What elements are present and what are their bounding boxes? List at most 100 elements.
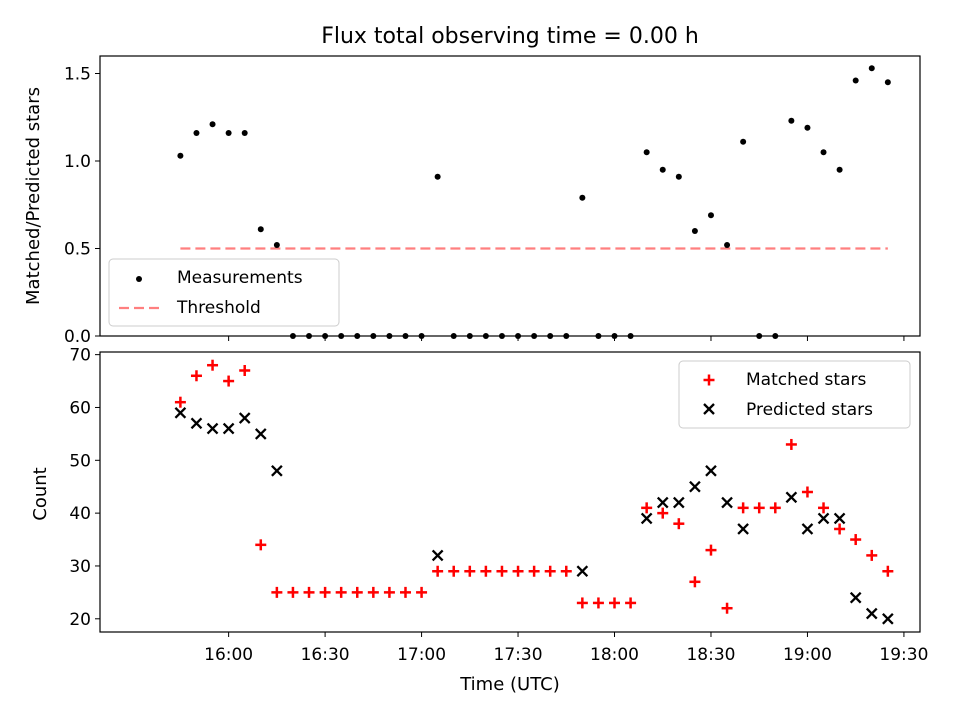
count-marks (174, 359, 894, 625)
ratio-y-tick-label: 1.0 (64, 152, 91, 172)
ratio-y-axis: 0.0 0.5 1.0 1.5 (64, 65, 905, 347)
predicted-star-marker (737, 523, 749, 535)
matched-star-marker (448, 565, 460, 577)
ratio-axes-frame (99, 55, 921, 337)
ratio-y-axis-label: Matched/Predicted stars (23, 87, 44, 305)
matched-star-marker (850, 534, 862, 546)
measurement-point (804, 124, 811, 131)
predicted-star-marker (431, 549, 444, 562)
measurement-point (884, 79, 891, 86)
legend-predicted-marker (703, 403, 715, 415)
matched-star-marker (785, 438, 797, 450)
measurement-point (643, 149, 650, 156)
count-panel: 20 30 40 50 60 70 16:00 16:30 17:00 17:30 18:00 18:… (30, 346, 928, 695)
matched-star-marker (287, 586, 299, 598)
measurement-point (707, 212, 714, 219)
matched-star-marker (753, 502, 765, 514)
matched-star-marker (737, 502, 749, 514)
measurement-point (868, 65, 875, 72)
legend-measurements-label: Measurements (177, 268, 303, 288)
ratio-y-tick-label: 1.5 (64, 65, 91, 85)
predicted-star-marker (689, 480, 701, 493)
count-y-tick-label: 60 (69, 398, 91, 418)
time-x-tick-label: 17:00 (397, 645, 446, 665)
count-y-tick-label: 50 (69, 451, 91, 471)
measurement-point (257, 226, 264, 233)
time-x-tick-label: 16:00 (204, 645, 253, 665)
predicted-star-marker (254, 428, 267, 440)
time-x-tick-label: 17:30 (494, 645, 543, 665)
measurement-point (273, 242, 280, 248)
time-x-tick-label: 19:30 (879, 645, 928, 665)
matched-star-marker (528, 565, 540, 577)
measurement-point (691, 228, 698, 234)
predicted-star-marker (174, 406, 187, 419)
matched-star-marker (303, 586, 315, 598)
measurement-point (820, 149, 827, 156)
ratio-y-tick-label: 0.0 (64, 327, 91, 347)
measurement-point (241, 130, 248, 136)
legend-measurement-marker (136, 276, 142, 282)
matched-star-marker (319, 586, 331, 598)
measurement-point (177, 152, 184, 159)
matched-star-marker (174, 396, 186, 408)
matched-star-marker (625, 597, 637, 609)
time-x-tick-label: 18:30 (686, 645, 735, 665)
measurement-point (209, 121, 216, 128)
predicted-star-marker (190, 417, 203, 430)
count-y-axis-label: Count (30, 467, 51, 520)
predicted-star-marker (673, 496, 685, 509)
matched-star-marker (866, 549, 878, 561)
predicted-star-marker (656, 496, 669, 509)
predicted-star-marker (271, 465, 283, 477)
matched-star-marker (592, 597, 604, 609)
matched-star-marker (544, 565, 556, 577)
matched-star-marker (223, 375, 235, 387)
matched-star-marker (641, 502, 653, 514)
figure-title: Flux total observing time = 0.00 h (321, 24, 699, 49)
matched-star-marker (464, 565, 476, 577)
matched-star-marker (432, 565, 444, 577)
predicted-star-marker (705, 465, 717, 477)
time-x-tick-label: 19:00 (783, 645, 832, 665)
matched-star-marker (801, 486, 813, 498)
matched-star-marker (769, 502, 781, 514)
legend-matched-marker (703, 374, 715, 386)
matched-star-marker (818, 502, 830, 514)
matched-star-marker (207, 359, 219, 371)
count-legend-box (678, 360, 911, 429)
ratio-legend-box (108, 258, 340, 327)
ratio-legend: Measurements Threshold (108, 258, 340, 327)
ratio-panel: 0.0 0.5 1.0 1.5 Matched/Predicted stars Mea… (23, 55, 921, 347)
predicted-star-marker (817, 512, 830, 525)
matched-star-marker (576, 597, 588, 609)
time-x-tick-label: 18:00 (590, 645, 639, 665)
predicted-star-marker (721, 496, 733, 509)
predicted-star-marker (849, 591, 862, 604)
legend-threshold-label: Threshold (176, 298, 261, 318)
count-y-tick-label: 20 (69, 610, 91, 630)
measurement-point (659, 166, 666, 173)
count-y-tick-label: 70 (69, 346, 91, 366)
matched-star-marker (367, 586, 379, 598)
measurement-point (788, 117, 795, 124)
predicted-star-marker (206, 422, 219, 435)
matched-star-marker (673, 518, 685, 530)
matched-star-marker (271, 586, 283, 598)
predicted-star-marker (576, 565, 589, 578)
predicted-star-marker (222, 422, 235, 435)
matched-star-marker (351, 586, 363, 598)
measurement-point (579, 194, 586, 201)
ratio-y-tick-label: 0.5 (64, 240, 91, 260)
count-y-tick-label: 30 (69, 557, 91, 577)
matched-star-marker (560, 565, 572, 577)
matched-star-marker (882, 565, 894, 577)
legend-predicted-label: Predicted stars (746, 400, 873, 420)
measurement-point (740, 138, 747, 145)
measurement-point (434, 173, 441, 180)
measurement-point (852, 77, 859, 84)
count-y-tick-label: 40 (69, 504, 91, 524)
matched-star-marker (416, 586, 428, 598)
measurement-point (836, 166, 843, 173)
